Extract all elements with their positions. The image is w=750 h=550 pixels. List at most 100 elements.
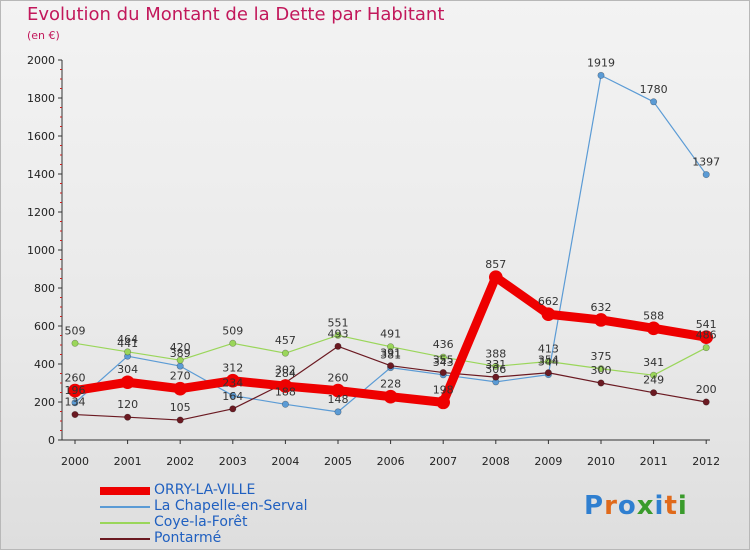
data-label: 509: [65, 324, 86, 337]
data-label: 198: [433, 383, 454, 396]
data-label: 375: [591, 350, 612, 363]
data-point: [229, 405, 237, 413]
proxiti-logo: Proxiti: [584, 491, 688, 521]
x-tick-label: 2012: [692, 455, 720, 468]
data-point: [383, 389, 398, 404]
data-label: 1919: [587, 56, 615, 69]
y-tick-label: 1600: [27, 130, 55, 143]
data-point: [278, 379, 293, 393]
data-label: 249: [643, 374, 664, 387]
data-point: [71, 339, 79, 347]
data-label: 355: [433, 354, 454, 367]
x-tick-label: 2011: [640, 455, 668, 468]
data-point: [492, 373, 500, 381]
data-point: [68, 383, 82, 398]
data-point: [650, 371, 658, 379]
data-point: [702, 171, 710, 179]
data-label: 331: [485, 358, 506, 371]
data-label: 413: [538, 343, 559, 356]
data-label: 270: [170, 370, 191, 383]
data-label: 344: [538, 356, 559, 369]
line-chart: 0 200 400 600 800 1000 1200 1400 1600 1800 2000 200…: [27, 54, 720, 468]
data-point: [281, 349, 289, 357]
data-label: 486: [696, 329, 717, 342]
y-tick-label: 400: [34, 358, 55, 371]
legend-item: La Chapelle-en-Serval: [100, 498, 360, 515]
data-label: 260: [328, 372, 349, 385]
y-tick-label: 200: [34, 396, 55, 409]
data-point: [226, 373, 240, 388]
data-point: [646, 321, 661, 336]
data-label: 491: [380, 328, 401, 341]
logo-letter: i: [654, 491, 665, 521]
data-point: [229, 339, 237, 347]
data-label: 164: [222, 390, 243, 403]
x-tick-label: 2009: [534, 455, 562, 468]
data-point: [544, 369, 552, 377]
data-label: 234: [222, 377, 243, 390]
data-label: 354: [538, 354, 559, 367]
data-label: 188: [275, 385, 296, 398]
legend-swatch: [100, 538, 150, 540]
data-label: 420: [170, 341, 191, 354]
data-label: 228: [380, 378, 401, 391]
legend-item: Pontarmé: [100, 530, 360, 547]
data-point: [594, 313, 608, 327]
legend-label: La Chapelle-en-Serval: [154, 498, 308, 514]
legend-swatch: [100, 506, 150, 508]
data-label: 105: [170, 401, 191, 414]
logo-letter: t: [664, 491, 678, 521]
logo-letter: x: [636, 491, 655, 521]
logo-letter: o: [617, 491, 637, 521]
data-label: 436: [433, 338, 454, 351]
legend-swatch: [100, 522, 150, 524]
data-point: [597, 379, 605, 387]
data-label: 464: [117, 333, 138, 346]
data-label: 260: [65, 372, 86, 385]
data-point: [124, 348, 132, 356]
data-label: 312: [222, 362, 243, 375]
y-tick-label: 1800: [27, 92, 55, 105]
data-point: [71, 411, 79, 419]
x-tick-label: 2003: [219, 455, 247, 468]
data-label: 1780: [640, 83, 668, 96]
y-tick-label: 1200: [27, 206, 55, 219]
data-label: 551: [328, 316, 349, 329]
data-point: [71, 399, 79, 407]
logo-letter: P: [584, 491, 605, 521]
data-point: [387, 343, 395, 351]
data-label: 341: [643, 356, 664, 369]
logo-letter: i: [677, 491, 688, 521]
data-point: [597, 71, 605, 79]
data-label: 588: [643, 309, 664, 322]
data-label: 134: [65, 396, 86, 409]
data-label: 300: [591, 364, 612, 377]
data-label: 120: [117, 398, 138, 411]
data-label: 148: [328, 393, 349, 406]
data-point: [334, 408, 342, 416]
data-point: [176, 356, 184, 364]
data-point: [173, 381, 187, 396]
data-label: 381: [380, 349, 401, 362]
y-tick-label: 600: [34, 320, 55, 333]
data-point: [650, 389, 658, 397]
data-point: [544, 358, 552, 366]
data-label: 493: [328, 327, 349, 340]
y-tick-label: 0: [48, 434, 55, 447]
chart-title: Evolution du Montant de la Dette par Hab…: [27, 4, 445, 25]
x-tick-label: 2006: [377, 455, 405, 468]
x-tick-label: 2004: [271, 455, 299, 468]
legend-item: Coye-la-Forêt: [100, 514, 360, 531]
data-point: [436, 395, 451, 410]
data-label: 632: [591, 301, 612, 314]
data-point: [702, 398, 710, 406]
data-point: [281, 400, 289, 408]
data-label: 196: [65, 384, 86, 397]
legend-label: Pontarmé: [154, 530, 222, 546]
data-point: [597, 365, 605, 373]
data-label: 509: [222, 324, 243, 337]
data-point: [176, 416, 184, 424]
data-label: 391: [380, 347, 401, 360]
data-point: [439, 369, 447, 377]
data-point: [702, 344, 710, 352]
